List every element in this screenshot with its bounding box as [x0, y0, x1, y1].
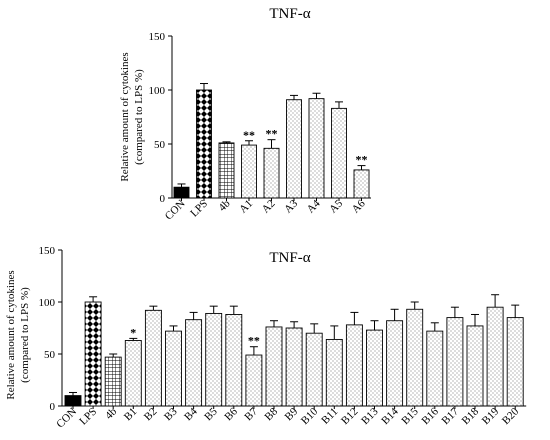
x-tick-label: B1 — [122, 406, 140, 424]
chart-bottom: TNF-α Relative amount of cytokines (comp… — [5, 245, 527, 431]
bar-b12 — [345, 324, 363, 407]
bar-a3 — [286, 99, 302, 199]
x-tick-label: B11 — [319, 406, 340, 427]
bar-a5 — [331, 107, 347, 199]
x-tick-label: B15 — [399, 405, 421, 427]
x-tick-label: A3 — [282, 197, 300, 215]
bar-b18 — [466, 325, 484, 407]
y-tick-label: 100 — [39, 297, 56, 309]
x-tick-label: 4b — [103, 405, 120, 422]
bar-con — [64, 395, 82, 407]
y-tick-label: 100 — [149, 85, 166, 97]
x-tick-label: B17 — [440, 405, 462, 427]
x-tick-label: B16 — [419, 405, 441, 427]
x-tick-label: A1 — [237, 198, 255, 216]
bar-con — [173, 186, 190, 199]
bar-b14 — [386, 320, 404, 407]
bar-a6 — [353, 169, 370, 199]
y-tick-label: 50 — [154, 139, 166, 151]
x-tick-label: B8 — [263, 405, 281, 423]
bar-lps — [196, 89, 212, 199]
x-tick-label: B2 — [142, 406, 160, 424]
x-tick-label: B19 — [480, 405, 502, 427]
bar-a2 — [263, 147, 280, 199]
bar-b19 — [486, 306, 504, 407]
chart-top: TNF-α Relative amount of cytokines (comp… — [119, 6, 371, 223]
bar-b17 — [446, 317, 464, 407]
bar-4b — [218, 142, 235, 199]
bar-b3 — [165, 330, 182, 407]
x-tick-label: B20 — [500, 405, 522, 427]
y-tick-label: 150 — [149, 31, 166, 43]
significance-label: ** — [248, 334, 260, 348]
chart-bottom-ylabel-line2: (compared to LPS %) — [19, 287, 31, 383]
significance-label: ** — [266, 127, 278, 141]
x-tick-label: B18 — [460, 405, 482, 427]
x-tick-label: B10 — [299, 405, 321, 427]
bar-b1 — [124, 340, 142, 407]
bar-lps — [84, 301, 102, 407]
y-tick-label: 150 — [39, 245, 56, 257]
bar-b5 — [205, 312, 223, 407]
x-tick-label: B3 — [162, 405, 180, 423]
x-tick-label: CON — [163, 198, 188, 223]
chart-top-title: TNF-α — [269, 6, 310, 22]
bar-b8 — [265, 326, 283, 407]
significance-label: ** — [243, 128, 255, 142]
chart-top-ylabel-line2: (compared to LPS %) — [133, 69, 145, 165]
chart-top-ylabel-line1: Relative amount of cytokines — [119, 52, 131, 181]
x-tick-label: A6 — [350, 197, 368, 215]
x-tick-label: B6 — [222, 405, 240, 423]
y-tick-label: 0 — [50, 401, 56, 413]
x-tick-label: A2 — [260, 198, 278, 216]
x-tick-label: CON — [54, 406, 79, 431]
x-tick-label: B13 — [359, 405, 381, 427]
x-tick-label: B12 — [339, 406, 360, 427]
x-tick-label: A5 — [327, 197, 345, 215]
x-tick-label: B9 — [283, 405, 301, 423]
significance-label: * — [130, 325, 136, 339]
y-tick-label: 50 — [44, 349, 56, 361]
bar-b7 — [245, 354, 263, 407]
significance-label: ** — [356, 153, 368, 167]
x-tick-label: A4 — [305, 197, 323, 215]
y-tick-label: 0 — [160, 193, 166, 205]
bar-b2 — [144, 309, 162, 407]
bar-b4 — [185, 319, 203, 407]
chart-top-marks: 0 50 100 150 CON LPS 4b A1 ** A2 ** A3 A4 A5 A6 ** — [149, 31, 371, 223]
bar-b13 — [366, 329, 383, 407]
bar-b20 — [506, 317, 524, 407]
chart-bottom-title: TNF-α — [269, 250, 310, 266]
x-tick-label: 4b — [216, 197, 233, 214]
bar-b15 — [406, 308, 424, 407]
bar-b16 — [426, 330, 444, 407]
bar-4b — [104, 356, 122, 407]
bar-a1 — [241, 144, 257, 199]
x-tick-label: LPS — [188, 198, 210, 220]
bar-b10 — [305, 332, 323, 407]
x-tick-label: B5 — [202, 405, 220, 423]
x-tick-label: B7 — [242, 405, 260, 423]
x-tick-label: B4 — [182, 405, 200, 423]
x-tick-label: LPS — [77, 406, 99, 428]
x-tick-label: B14 — [379, 405, 401, 427]
bar-b6 — [225, 314, 243, 407]
bar-b11 — [325, 338, 343, 407]
bar-b9 — [285, 327, 303, 407]
chart-bottom-ylabel-line1: Relative amount of cytokines — [5, 270, 17, 399]
bar-a4 — [308, 98, 325, 199]
